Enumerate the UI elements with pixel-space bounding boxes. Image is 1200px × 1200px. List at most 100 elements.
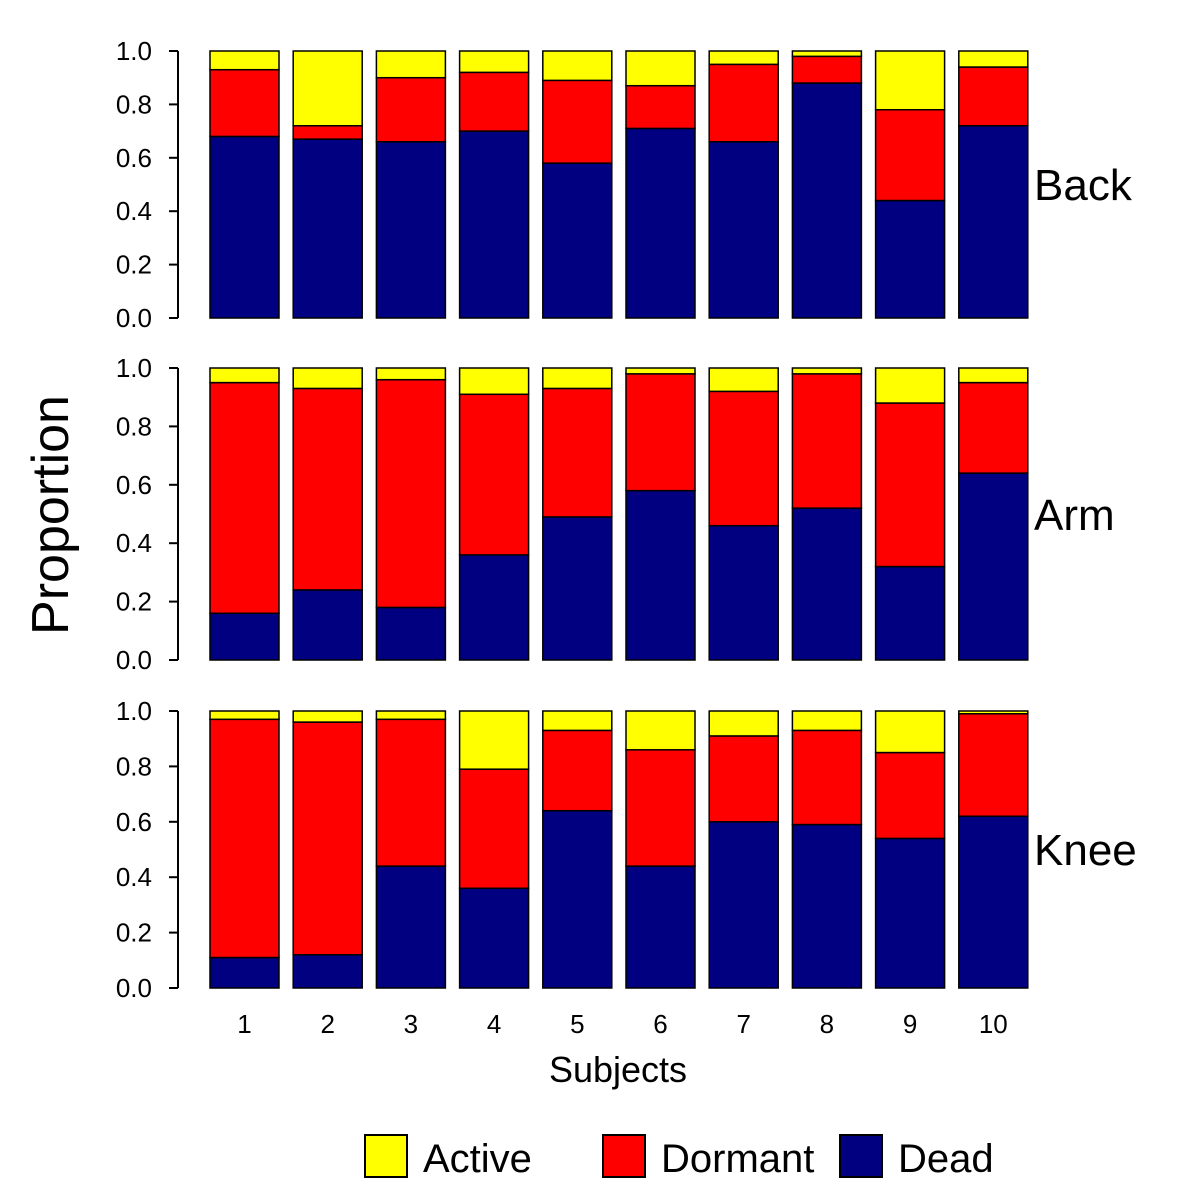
- y-tick-label: 1.0: [116, 36, 152, 66]
- bar-segment-dead: [874, 565, 946, 661]
- bar-segment-dormant: [958, 713, 1029, 818]
- bar-segment-dormant: [708, 390, 779, 527]
- x-tick-label: 9: [903, 1009, 917, 1039]
- y-axis-label: Proportion: [22, 395, 80, 635]
- y-tick-label: 0.4: [116, 196, 152, 226]
- bar-segment-active: [791, 710, 863, 732]
- y-tick-label: 0.6: [116, 470, 152, 500]
- legend-label-dead: Dead: [898, 1137, 994, 1181]
- legend-swatch-dormant: [602, 1134, 646, 1178]
- bar-segment-dormant: [292, 125, 363, 140]
- bar-segment-dead: [542, 809, 613, 989]
- x-tick-label: 3: [404, 1009, 418, 1039]
- bar-segment-dormant: [958, 381, 1029, 474]
- bar-segment-active: [958, 710, 1029, 715]
- y-tick-label: 1.0: [116, 353, 152, 383]
- bar-segment-dead: [791, 823, 863, 989]
- bar-segment-active: [542, 367, 613, 390]
- bar-segment-dormant: [625, 84, 696, 130]
- bar-segment-active: [708, 710, 779, 737]
- x-axis-ticks: 1 2 3 4 5 6 7 8 9 10: [237, 1009, 1007, 1039]
- y-tick-label: 0.0: [116, 303, 152, 333]
- bar-segment-active: [209, 367, 280, 384]
- bar-segment-active: [542, 50, 613, 82]
- x-tick-label: 1: [237, 1009, 251, 1039]
- bar-segment-active: [292, 710, 363, 723]
- bar-segment-dormant: [458, 71, 530, 132]
- bar-segment-dormant: [708, 735, 779, 823]
- panel-back: 0.0 0.2 0.4 0.6 0.8 1.0 Back: [116, 36, 1133, 333]
- bar-segment-dormant: [791, 373, 863, 509]
- x-tick-label: 10: [979, 1009, 1008, 1039]
- bar-segment-dead: [874, 837, 946, 989]
- bar-segment-dead: [375, 141, 447, 319]
- bar-segment-dead: [625, 127, 696, 319]
- bar-segment-dormant: [791, 55, 863, 84]
- bar-segment-active: [375, 367, 447, 381]
- panels: 0.0 0.2 0.4 0.6 0.8 1.0 Back 0.0 0.2 0.4 0.6 0.8 1.0…: [116, 36, 1137, 1003]
- bar-segment-dead: [958, 125, 1029, 319]
- y-tick-label: 0.6: [116, 807, 152, 837]
- bar-segment-active: [209, 50, 280, 71]
- y-tick-label: 0.2: [116, 587, 152, 617]
- x-tick-label: 8: [820, 1009, 834, 1039]
- bar-segment-active: [791, 367, 863, 375]
- bar-segment-active: [958, 50, 1029, 68]
- bar-segment-active: [542, 710, 613, 732]
- y-tick-label: 0.6: [116, 143, 152, 173]
- bar-segment-active: [375, 50, 447, 79]
- bar-segment-dormant: [708, 63, 779, 143]
- bar-segment-dead: [542, 162, 613, 319]
- bar-segment-dead: [958, 472, 1029, 661]
- bar-segment-dead: [708, 821, 779, 989]
- bar-segment-dead: [791, 507, 863, 661]
- bar-segment-dead: [292, 954, 363, 989]
- bar-segment-dormant: [375, 718, 447, 867]
- bar-segment-dead: [625, 865, 696, 989]
- bar-segment-dormant: [874, 402, 946, 568]
- bar-segment-active: [874, 367, 946, 404]
- bar-segment-dormant: [874, 751, 946, 840]
- bar-segment-active: [292, 50, 363, 127]
- bar-segment-active: [958, 367, 1029, 384]
- bar-segment-dormant: [625, 749, 696, 867]
- bar-segment-dead: [958, 815, 1029, 989]
- bar-segment-dormant: [874, 108, 946, 202]
- bar-segment-dormant: [458, 393, 530, 556]
- bar-segment-dormant: [542, 79, 613, 164]
- panel-knee: 0.0 0.2 0.4 0.6 0.8 1.0 Knee: [116, 696, 1137, 1003]
- bar-segment-dead: [458, 887, 530, 989]
- bar-segment-dormant: [292, 387, 363, 591]
- bar-segment-dormant: [791, 729, 863, 826]
- bar-segment-active: [209, 710, 280, 721]
- y-tick-label: 0.8: [116, 89, 152, 119]
- bar-segment-active: [458, 710, 530, 770]
- bar-segment-dormant: [375, 378, 447, 609]
- bar-segment-dormant: [209, 381, 280, 615]
- bar-segment-dormant: [292, 721, 363, 956]
- y-tick-label: 1.0: [116, 696, 152, 726]
- legend-swatch-dead: [839, 1134, 883, 1178]
- bar-segment-active: [874, 710, 946, 754]
- bar-segment-dead: [708, 141, 779, 319]
- bar-segment-dead: [625, 489, 696, 661]
- bar-segment-dormant: [209, 68, 280, 138]
- bar-segment-dormant: [458, 768, 530, 890]
- y-tick-label: 0.4: [116, 528, 152, 558]
- y-tick-label: 0.2: [116, 250, 152, 280]
- bar-segment-dormant: [375, 76, 447, 143]
- bar-segment-active: [708, 50, 779, 66]
- legend-label-dormant: Dormant: [661, 1137, 814, 1181]
- bar-segment-active: [791, 50, 863, 58]
- panel-arm: 0.0 0.2 0.4 0.6 0.8 1.0 Arm: [116, 353, 1115, 675]
- y-tick-label: 0.8: [116, 411, 152, 441]
- bar-segment-dead: [375, 865, 447, 989]
- bar-segment-dormant: [542, 387, 613, 518]
- y-tick-label: 0.0: [116, 973, 152, 1003]
- bar-segment-active: [292, 367, 363, 390]
- bar-segment-active: [458, 367, 530, 396]
- x-tick-label: 2: [320, 1009, 334, 1039]
- y-tick-label: 0.0: [116, 645, 152, 675]
- legend-label-active: Active: [423, 1137, 532, 1181]
- bar-segment-active: [625, 50, 696, 87]
